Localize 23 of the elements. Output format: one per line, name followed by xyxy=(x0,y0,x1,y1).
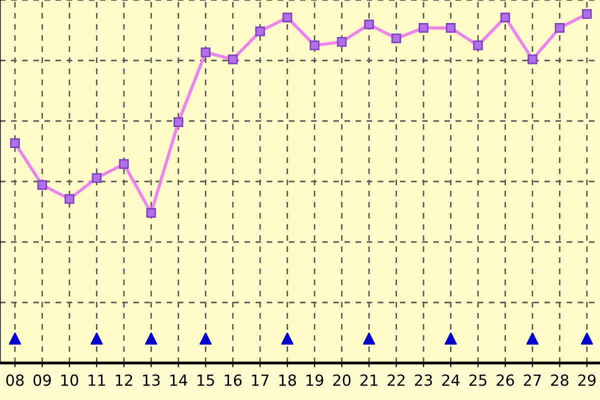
x-tick-label: 16 xyxy=(224,374,242,386)
x-tick-label: 10 xyxy=(61,374,78,386)
x-tick-label: 23 xyxy=(414,374,432,386)
x-tick-label: 29 xyxy=(578,374,596,386)
point xyxy=(8,332,22,345)
x-tick-label: 14 xyxy=(170,374,188,386)
x-tick-label: 26 xyxy=(496,374,514,386)
x-tick-label: 20 xyxy=(333,374,351,386)
x-tick-label: 12 xyxy=(116,374,132,386)
x-tick-label: 22 xyxy=(388,374,404,386)
x-tick-label: 15 xyxy=(198,374,214,386)
x-tick-label: 27 xyxy=(524,374,541,386)
x-tick-label: 18 xyxy=(279,374,296,386)
x-tick-label: 21 xyxy=(360,374,378,386)
x-tick-label: 28 xyxy=(551,374,568,386)
x-tick-label: 11 xyxy=(88,374,105,386)
x-tick-label: 24 xyxy=(442,374,460,386)
x-tick-label: 09 xyxy=(34,374,51,386)
x-tick-label: 25 xyxy=(469,374,486,386)
x-tick-label: 19 xyxy=(306,374,324,386)
x-tick-label: 13 xyxy=(143,374,160,386)
x-tick-label: 17 xyxy=(252,374,269,386)
x-tick-label: 08 xyxy=(6,374,24,386)
